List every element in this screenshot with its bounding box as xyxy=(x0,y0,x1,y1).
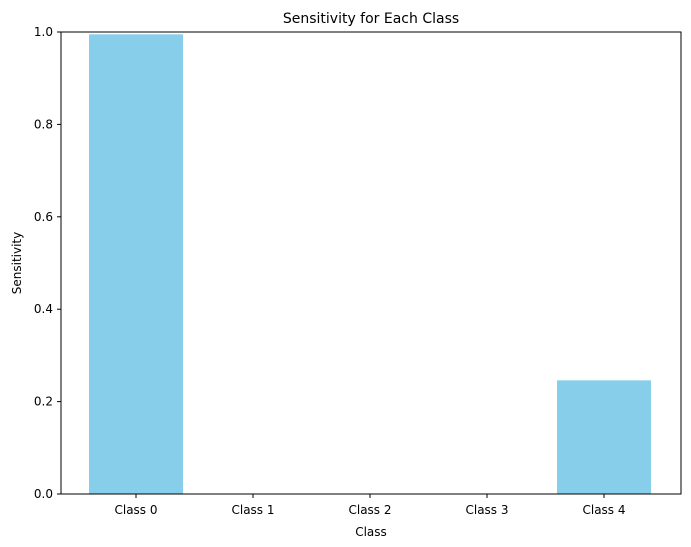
x-tick-label: Class 0 xyxy=(114,503,157,517)
bar-class-0 xyxy=(89,34,183,495)
y-axis: 0.0 0.2 0.4 0.6 0.8 1.0 xyxy=(34,25,61,501)
y-axis-label: Sensitivity xyxy=(10,232,24,294)
x-tick-label: Class 2 xyxy=(348,503,391,517)
plot-frame xyxy=(60,31,682,495)
chart-title: Sensitivity for Each Class xyxy=(283,11,459,27)
x-axis: Class 0 Class 1 Class 2 Class 3 Class 4 xyxy=(114,494,626,517)
bar-class-4 xyxy=(557,380,651,494)
x-tick-label: Class 3 xyxy=(465,503,508,517)
y-tick-label: 0.4 xyxy=(34,302,53,316)
x-tick-label: Class 4 xyxy=(582,503,625,517)
y-tick-label: 0.6 xyxy=(34,210,53,224)
y-tick-label: 0.2 xyxy=(34,395,53,409)
bars-layer xyxy=(89,34,651,495)
x-axis-label: Class xyxy=(355,525,387,539)
x-tick-label: Class 1 xyxy=(231,503,274,517)
y-tick-label: 0.0 xyxy=(34,487,53,501)
y-tick-label: 1.0 xyxy=(34,25,53,39)
y-tick-label: 0.8 xyxy=(34,117,53,131)
